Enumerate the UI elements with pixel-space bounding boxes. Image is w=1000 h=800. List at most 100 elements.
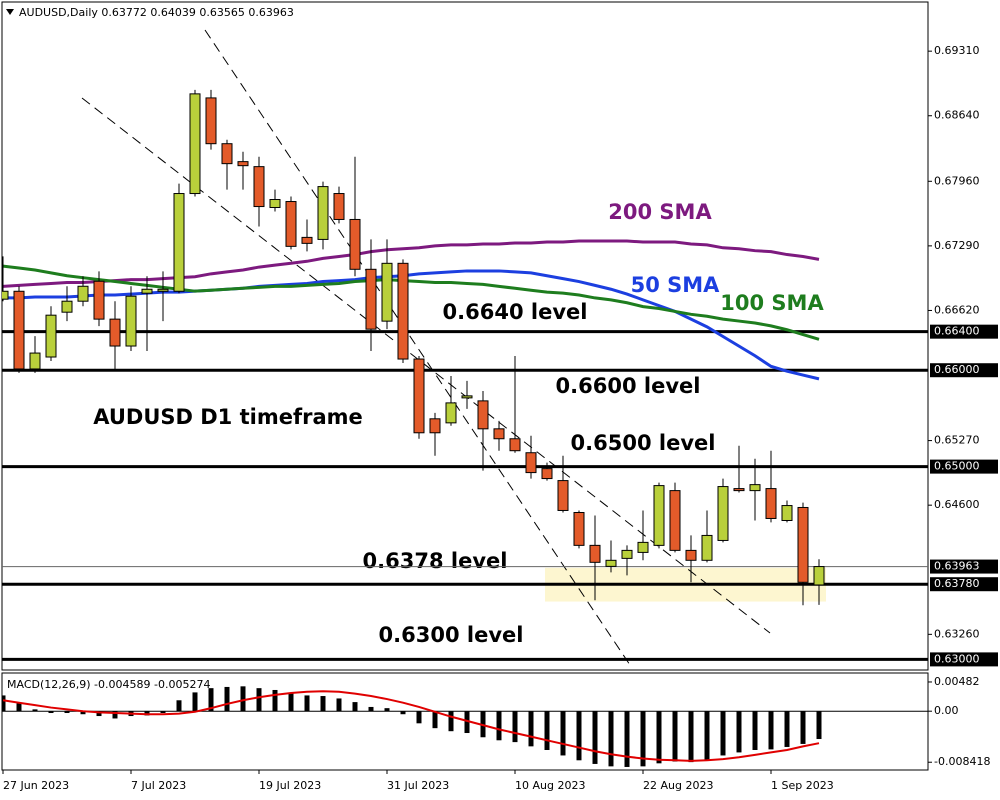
macd-bar xyxy=(256,688,262,712)
candle-body xyxy=(813,566,825,586)
macd-bar xyxy=(288,693,294,712)
candle-body xyxy=(669,490,681,551)
macd-bar xyxy=(96,711,102,717)
close-value: 0.63963 xyxy=(248,6,294,19)
signal-line xyxy=(2,690,820,762)
candle-body xyxy=(749,484,761,492)
x-tick-label: 22 Aug 2023 xyxy=(643,779,713,792)
candle-body xyxy=(445,402,457,424)
macd-bar xyxy=(528,711,534,747)
macd-bar xyxy=(64,711,70,714)
macd-bar xyxy=(416,711,422,724)
level-annotation: 0.6378 level xyxy=(363,549,508,573)
y-tick-label: 0.64600 xyxy=(934,498,980,511)
annotation: AUDUSD D1 timeframe xyxy=(93,405,363,429)
axis-layer: 0.69310 0.68640 0.67960 0.67290 0.66620 0.652… xyxy=(2,44,998,792)
macd-bar xyxy=(688,711,694,763)
macd-bar xyxy=(48,711,54,714)
candle-body xyxy=(781,505,793,521)
x-tick-label: 31 Jul 2023 xyxy=(387,779,449,792)
candle-body xyxy=(621,549,633,559)
level-annotation: 0.6300 level xyxy=(379,623,524,647)
level-annotation: 0.6640 level xyxy=(443,300,588,324)
x-tick-label: 10 Aug 2023 xyxy=(515,779,585,792)
candle-body xyxy=(733,488,745,492)
candle-body xyxy=(2,290,9,300)
y-tick-label: 0.67960 xyxy=(934,174,980,187)
macd-bar xyxy=(544,711,550,750)
candle-body xyxy=(237,161,249,167)
candle-body xyxy=(93,280,105,320)
candle-body xyxy=(141,288,153,294)
macd-pane xyxy=(1,672,929,771)
level-annotation: 0.6500 level xyxy=(571,431,716,455)
sma-line xyxy=(3,269,820,381)
x-tick-label: 7 Jul 2023 xyxy=(131,779,186,792)
macd-header: MACD(12,26,9) -0.004589 -0.005274 xyxy=(7,678,210,691)
macd-bar xyxy=(768,711,774,750)
candle-body xyxy=(701,534,713,561)
macd-bar xyxy=(464,711,470,734)
macd-bar xyxy=(448,711,454,732)
macd-layer xyxy=(2,686,928,767)
macd-bar xyxy=(176,700,182,712)
macd-bar xyxy=(576,711,582,761)
candle-body xyxy=(157,288,169,292)
macd-bar xyxy=(704,711,710,761)
macd-bar xyxy=(784,711,790,747)
macd-bar xyxy=(208,688,214,712)
candle-body xyxy=(29,352,41,370)
macd-bar xyxy=(736,711,742,753)
x-tick-label: 1 Sep 2023 xyxy=(771,779,834,792)
candle-body xyxy=(573,511,585,546)
y-tick-label: 0.65270 xyxy=(934,434,980,447)
candle-body xyxy=(381,262,393,322)
candle-body xyxy=(509,438,521,452)
macd-bar xyxy=(272,689,278,712)
macd-tick-label: 0.00482 xyxy=(934,675,980,688)
macd-bar xyxy=(368,706,374,712)
level-label-box xyxy=(930,324,998,339)
header: AUDUSD,Daily 0.63772 0.64039 0.63565 0.6… xyxy=(19,6,294,19)
macd-value: -0.004589 xyxy=(94,678,150,691)
macd-bar xyxy=(384,708,390,712)
y-tick-label: 0.66620 xyxy=(934,303,980,316)
candle-body xyxy=(109,318,121,347)
candle-body xyxy=(797,506,809,583)
macd-bar xyxy=(432,711,438,729)
macd-bar xyxy=(336,698,342,712)
level-label: 0.63780 xyxy=(934,577,980,590)
candle-body xyxy=(493,428,505,440)
sma-label: 200 SMA xyxy=(608,200,712,224)
macd-bar xyxy=(608,711,614,767)
macd-bar xyxy=(720,711,726,756)
candle-body xyxy=(461,395,473,399)
candle-body xyxy=(429,418,441,434)
candle-body xyxy=(301,236,313,244)
candle-body xyxy=(637,541,649,553)
candle-body xyxy=(125,295,137,347)
candle-body xyxy=(269,199,281,209)
main-layer: 0.6640 level 0.6600 level 0.6500 level 0.63… xyxy=(2,89,928,661)
level-annotation: 0.6600 level xyxy=(556,374,701,398)
candle-body xyxy=(189,93,201,195)
current-price-label: 0.63963 xyxy=(934,560,980,573)
candle-body xyxy=(365,268,377,330)
macd-bar xyxy=(800,711,806,744)
x-tick-label: 19 Jul 2023 xyxy=(259,779,321,792)
level-label: 0.65000 xyxy=(934,460,980,473)
macd-bar xyxy=(16,703,22,712)
macd-tick-label: 0.00 xyxy=(934,704,959,717)
level-label-box xyxy=(930,363,998,378)
macd-label: MACD(12,26,9) xyxy=(7,678,91,691)
candle-body xyxy=(765,488,777,519)
candle-body xyxy=(61,300,73,313)
candle-body xyxy=(333,193,345,220)
y-tick-label: 0.69310 xyxy=(934,44,980,57)
candle-body xyxy=(173,193,185,292)
macd-bar xyxy=(32,709,38,712)
sma-label: 100 SMA xyxy=(720,291,824,315)
candle-body xyxy=(525,452,537,474)
candle-body xyxy=(221,143,233,165)
